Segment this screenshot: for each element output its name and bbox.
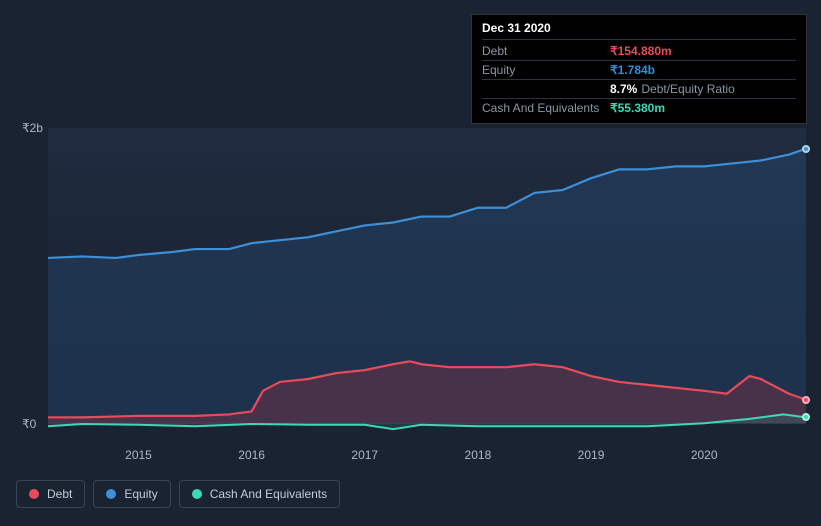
x-tick-label: 2016 (238, 448, 265, 462)
legend-dot (106, 489, 116, 499)
legend-label: Equity (124, 487, 157, 501)
legend-label: Cash And Equivalents (210, 487, 327, 501)
legend-dot (29, 489, 39, 499)
x-tick-label: 2018 (465, 448, 492, 462)
x-tick-label: 2020 (691, 448, 718, 462)
series-end-marker (802, 145, 810, 153)
legend-item-debt[interactable]: Debt (16, 480, 85, 508)
x-axis: 2015 2016 2017 2018 2019 2020 (48, 448, 806, 464)
tooltip-row-cash: Cash And Equivalents ₹55.380m (482, 99, 796, 117)
x-tick-label: 2019 (578, 448, 605, 462)
ratio-value: 8.7% (610, 82, 637, 96)
legend: Debt Equity Cash And Equivalents (16, 480, 340, 508)
legend-label: Debt (47, 487, 72, 501)
y-tick-label: ₹0 (22, 417, 36, 431)
tooltip-row-debt: Debt ₹154.880m (482, 42, 796, 61)
plot-area[interactable] (48, 128, 806, 441)
tooltip-label (482, 82, 610, 96)
series-end-marker (802, 413, 810, 421)
chart-svg (48, 128, 806, 441)
tooltip-value: ₹154.880m (610, 44, 672, 58)
tooltip-value: ₹55.380m (610, 101, 665, 115)
chart-tooltip: Dec 31 2020 Debt ₹154.880m Equity ₹1.784… (471, 14, 807, 124)
tooltip-value: ₹1.784b (610, 63, 655, 77)
tooltip-date: Dec 31 2020 (482, 21, 796, 40)
tooltip-row-ratio: 8.7% Debt/Equity Ratio (482, 80, 796, 99)
x-tick-label: 2017 (351, 448, 378, 462)
legend-dot (192, 489, 202, 499)
y-tick-label: ₹2b (22, 121, 43, 135)
tooltip-label: Equity (482, 63, 610, 77)
tooltip-label: Cash And Equivalents (482, 101, 610, 115)
tooltip-row-equity: Equity ₹1.784b (482, 61, 796, 80)
tooltip-value: 8.7% Debt/Equity Ratio (610, 82, 735, 96)
legend-item-cash[interactable]: Cash And Equivalents (179, 480, 340, 508)
series-end-marker (802, 396, 810, 404)
legend-item-equity[interactable]: Equity (93, 480, 170, 508)
financial-chart: Dec 31 2020 Debt ₹154.880m Equity ₹1.784… (0, 0, 821, 526)
ratio-suffix: Debt/Equity Ratio (641, 82, 734, 96)
x-tick-label: 2015 (125, 448, 152, 462)
tooltip-label: Debt (482, 44, 610, 58)
